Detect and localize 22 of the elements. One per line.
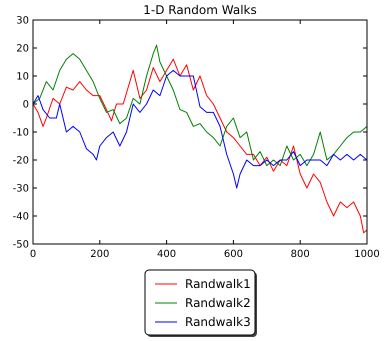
- y-tick-label: 0: [22, 100, 29, 110]
- y-tick-label: 30: [16, 16, 29, 26]
- x-tick-label: 400: [157, 249, 176, 260]
- line-series: [32, 70, 368, 188]
- y-tick-label: -50: [12, 240, 29, 250]
- x-tick-label: 1000: [354, 249, 380, 260]
- x-tick-label: 600: [224, 249, 243, 260]
- x-tick-label: 800: [290, 249, 310, 260]
- line-series: [32, 58, 368, 234]
- y-tick-label: -40: [12, 212, 29, 222]
- y-tick-label: 20: [16, 44, 29, 54]
- y-tick-label: -10: [12, 128, 29, 138]
- chart-title: 1-D Random Walks: [143, 3, 257, 17]
- y-tick-label: 10: [16, 72, 29, 82]
- legend-label: Randwalk3: [185, 315, 251, 329]
- x-tick-label: 200: [90, 249, 110, 260]
- line-series: [32, 44, 368, 166]
- x-tick-label: 0: [30, 249, 36, 260]
- y-tick-label: -30: [12, 184, 29, 194]
- y-tick-label: -20: [12, 156, 29, 166]
- legend-label: Randwalk1: [185, 277, 251, 291]
- legend-label: Randwalk2: [185, 296, 251, 310]
